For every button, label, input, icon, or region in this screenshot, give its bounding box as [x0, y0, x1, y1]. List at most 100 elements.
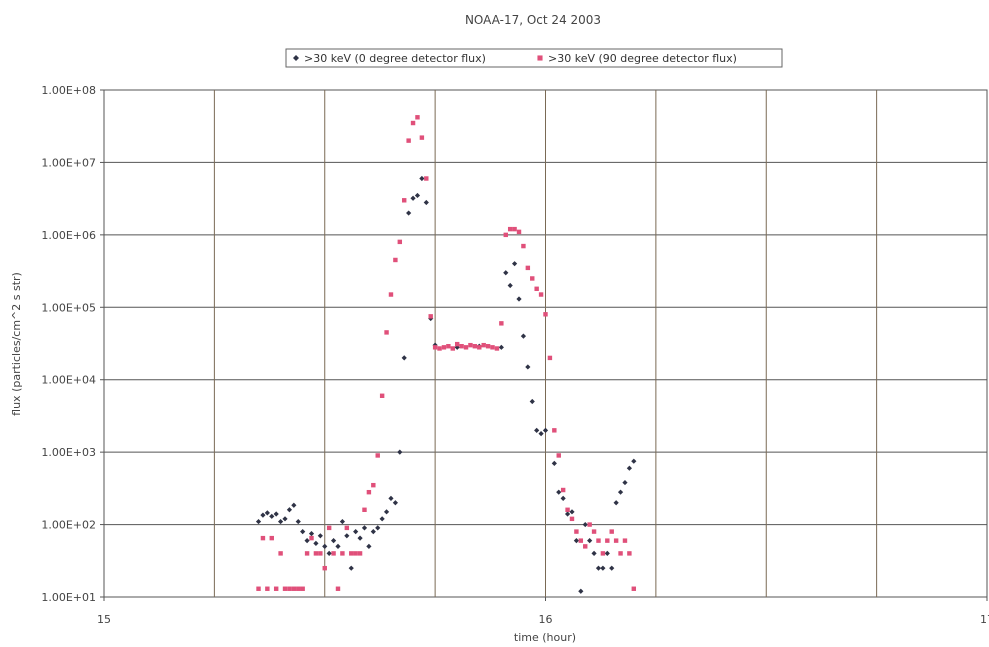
data-point — [282, 516, 288, 522]
data-point — [498, 344, 504, 350]
data-point — [538, 431, 544, 437]
data-point — [309, 535, 314, 541]
data-point — [503, 270, 509, 276]
y-axis: 1.00E+01 1.00E+02 1.00E+03 1.00E+04 1.00E+05… — [41, 84, 104, 604]
legend-label: >30 keV (0 degree detector flux) — [304, 52, 486, 65]
data-point — [415, 115, 420, 120]
data-point — [340, 551, 345, 556]
data-point — [477, 345, 482, 350]
data-point — [560, 487, 566, 493]
data-point — [609, 565, 615, 571]
data-point — [265, 586, 270, 591]
data-point — [349, 551, 354, 556]
data-point — [366, 489, 372, 495]
data-point — [525, 364, 531, 370]
data-point — [604, 550, 610, 556]
data-point — [414, 192, 421, 199]
data-point — [437, 346, 442, 351]
data-point — [574, 529, 579, 534]
data-point — [308, 531, 315, 537]
x-tick-label: 17 — [980, 613, 989, 626]
data-point — [441, 345, 447, 350]
data-point — [600, 551, 606, 556]
data-point — [300, 528, 306, 535]
data-point — [331, 551, 336, 556]
data-point — [300, 586, 305, 591]
data-point — [392, 500, 398, 506]
data-point — [534, 427, 540, 433]
data-point — [560, 495, 566, 501]
data-point — [287, 586, 292, 591]
data-point — [256, 586, 261, 591]
y-tick-label: 1.00E+07 — [41, 156, 96, 169]
data-point — [375, 525, 381, 531]
data-point — [626, 465, 632, 471]
data-point — [402, 198, 407, 203]
x-axis: 15 16 17 — [97, 597, 989, 626]
data-point — [344, 533, 350, 539]
data-point — [494, 346, 500, 351]
data-point — [542, 427, 549, 433]
data-point — [627, 551, 632, 556]
data-point — [384, 330, 389, 335]
data-point — [516, 229, 522, 235]
data-point — [397, 449, 403, 455]
data-point — [313, 551, 319, 556]
data-point — [322, 565, 327, 571]
data-point — [370, 528, 376, 535]
x-tick-label: 16 — [539, 613, 553, 626]
data-point — [591, 529, 597, 534]
data-point — [344, 525, 350, 531]
data-point — [595, 565, 602, 571]
data-point — [609, 529, 614, 534]
data-point — [618, 551, 623, 556]
data-point — [379, 516, 385, 522]
data-point — [291, 586, 297, 591]
data-point — [428, 314, 433, 319]
data-point — [353, 551, 358, 556]
data-point — [388, 495, 394, 501]
data-point — [432, 345, 438, 350]
data-point — [269, 535, 274, 541]
data-point — [419, 175, 425, 182]
data-point — [383, 509, 390, 515]
data-point — [450, 346, 455, 351]
data-point — [520, 333, 527, 339]
data-point — [596, 538, 601, 543]
data-point — [423, 199, 429, 206]
data-point — [463, 345, 469, 350]
data-point — [397, 239, 403, 245]
legend-box — [285, 48, 783, 68]
data-point — [503, 232, 508, 238]
y-tick-label: 1.00E+06 — [41, 229, 96, 242]
data-point — [273, 586, 279, 591]
data-point — [552, 428, 557, 433]
data-point — [631, 458, 637, 464]
y-tick-label: 1.00E+03 — [41, 446, 96, 459]
data-point — [388, 292, 394, 297]
data-point — [507, 226, 513, 232]
y-tick-label: 1.00E+05 — [41, 301, 96, 314]
data-point — [304, 538, 310, 544]
data-point — [512, 226, 517, 232]
data-point — [339, 518, 346, 525]
data-point — [569, 516, 575, 522]
x-tick-label: 15 — [97, 613, 111, 626]
data-point — [543, 312, 548, 317]
y-tick-label: 1.00E+01 — [41, 591, 96, 604]
data-point — [357, 551, 363, 556]
data-point — [582, 521, 588, 528]
data-point — [511, 261, 518, 267]
data-point — [583, 544, 588, 549]
data-point — [454, 341, 460, 347]
data-point — [578, 538, 584, 543]
data-point — [534, 286, 539, 292]
y-tick-label: 1.00E+08 — [41, 84, 96, 97]
data-point — [613, 538, 619, 543]
data-point — [410, 120, 416, 126]
data-point — [472, 344, 478, 349]
data-point — [296, 586, 301, 591]
data-point — [361, 525, 368, 531]
data-point — [379, 393, 385, 398]
data-point — [304, 551, 310, 556]
